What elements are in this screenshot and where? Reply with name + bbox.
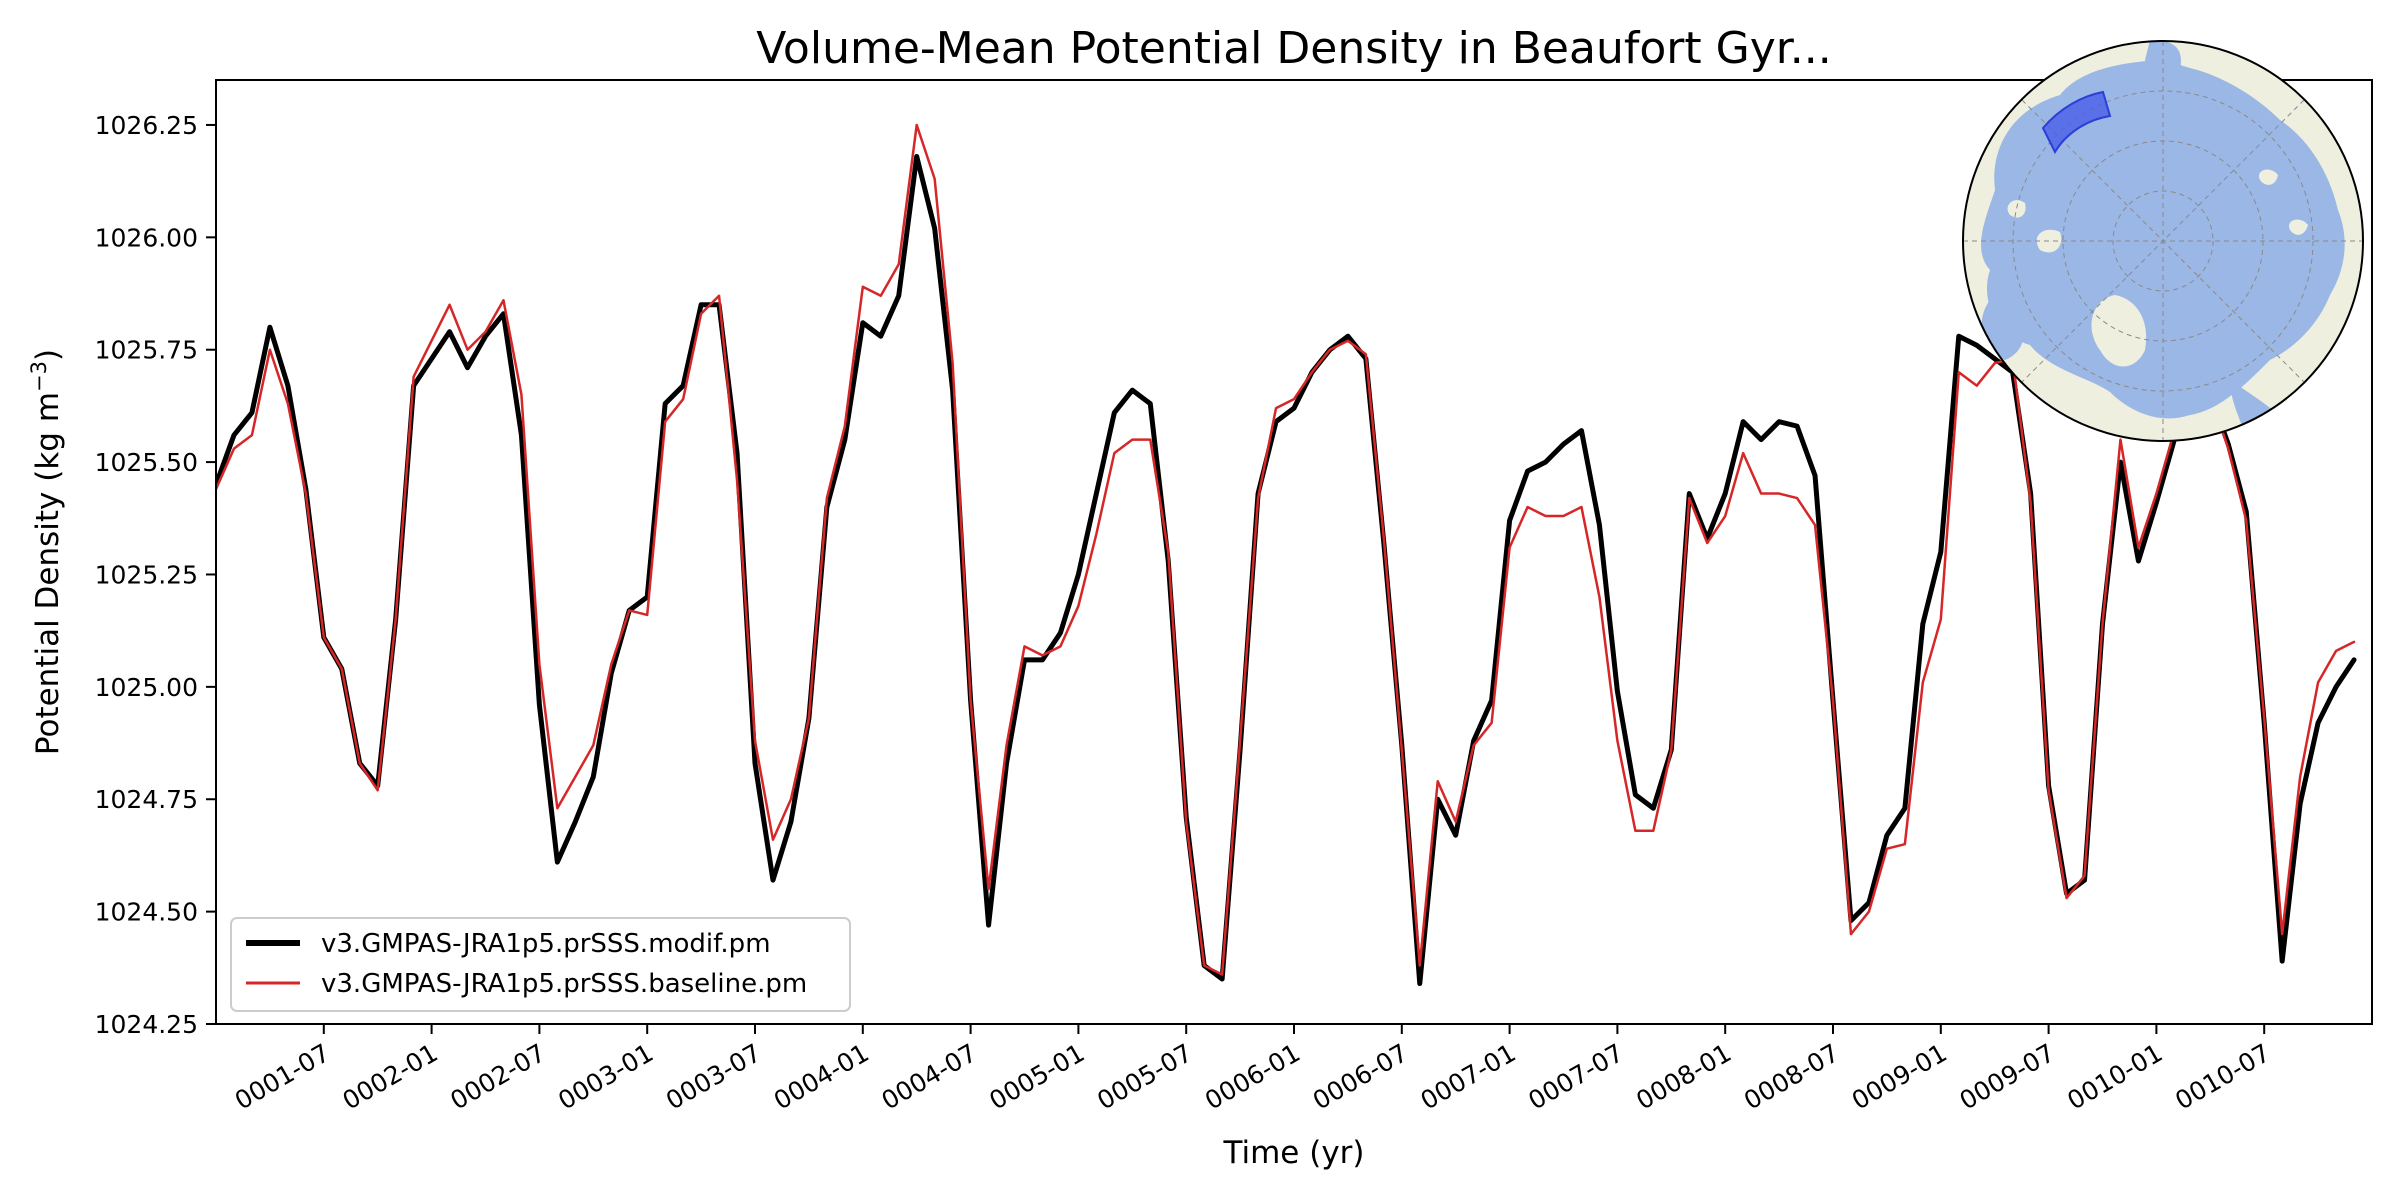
legend-label-baseline: v3.GMPAS-JRA1p5.prSSS.baseline.pm bbox=[321, 969, 807, 999]
y-tick-label: 1024.75 bbox=[95, 785, 198, 814]
series-layer bbox=[216, 123, 2357, 987]
legend: v3.GMPAS-JRA1p5.prSSS.modif.pm v3.GMPAS-… bbox=[230, 917, 851, 1012]
x-tick-label: 0009-01 bbox=[1847, 1038, 1952, 1115]
inset-map-beaufort-gyre-region bbox=[2041, 90, 2112, 155]
y-tick-label: 1026.00 bbox=[95, 223, 198, 252]
x-tick-label: 0002-07 bbox=[445, 1038, 550, 1115]
x-axis-title: Time (yr) bbox=[1223, 1135, 1365, 1171]
x-tick-label: 0010-01 bbox=[2062, 1038, 2167, 1115]
inset-map-border bbox=[1962, 40, 2364, 442]
x-tick-label: 0006-01 bbox=[1200, 1038, 1305, 1115]
x-tick-label: 0005-01 bbox=[984, 1038, 1089, 1115]
x-tick-label: 0004-01 bbox=[769, 1038, 874, 1115]
legend-box bbox=[230, 917, 851, 1012]
x-tick-label: 0008-01 bbox=[1631, 1038, 1736, 1115]
x-tick-label: 0007-07 bbox=[1523, 1038, 1628, 1115]
x-tick-label: 0007-01 bbox=[1416, 1038, 1521, 1115]
x-tick-label: 0005-07 bbox=[1092, 1038, 1197, 1115]
y-axis-title-main: Potential Density (kg m bbox=[30, 392, 66, 755]
y-tick-label: 1024.25 bbox=[95, 1010, 198, 1039]
inset-map-ocean bbox=[1963, 41, 2363, 441]
y-tick-label: 1025.25 bbox=[95, 560, 198, 589]
x-axis: 0001-07 0002-01 0002-07 0003-01 0003-07 0004-… bbox=[230, 1024, 2275, 1115]
plot-frame bbox=[215, 79, 2373, 1025]
y-axis-title-sup: −3 bbox=[27, 361, 51, 392]
y-axis: 1024.25 1024.50 1024.75 1025.00 1025.25 1025.… bbox=[95, 111, 216, 1039]
series-line-baseline bbox=[216, 123, 2356, 976]
y-tick-label: 1025.00 bbox=[95, 673, 198, 702]
y-axis-title-close: ) bbox=[30, 349, 66, 361]
x-tick-label: 0010-07 bbox=[2170, 1038, 2275, 1115]
x-tick-label: 0006-07 bbox=[1308, 1038, 1413, 1115]
x-tick-label: 0009-07 bbox=[1955, 1038, 2060, 1115]
x-tick-label: 0001-07 bbox=[230, 1038, 335, 1115]
x-tick-label: 0008-07 bbox=[1739, 1038, 1844, 1115]
x-tick-label: 0004-07 bbox=[877, 1038, 982, 1115]
inset-map-arctic-islands bbox=[2007, 169, 2308, 253]
y-tick-label: 1025.50 bbox=[95, 448, 198, 477]
inset-map-pacific bbox=[2145, 41, 2181, 76]
y-tick-label: 1024.50 bbox=[95, 898, 198, 927]
chart-title: Volume-Mean Potential Density in Beaufor… bbox=[756, 23, 1832, 74]
legend-label-modif: v3.GMPAS-JRA1p5.prSSS.modif.pm bbox=[321, 929, 771, 959]
y-axis-title: Potential Density (kg m−3) bbox=[27, 349, 66, 755]
inset-map-graticule bbox=[1963, 41, 2363, 441]
x-tick-label: 0002-01 bbox=[338, 1038, 443, 1115]
arctic-polar-inset-map bbox=[1962, 40, 2364, 442]
y-tick-label: 1026.25 bbox=[95, 111, 198, 140]
y-tick-label: 1025.75 bbox=[95, 336, 198, 365]
x-tick-label: 0003-01 bbox=[553, 1038, 658, 1115]
series-line-modif bbox=[216, 153, 2357, 987]
x-tick-label: 0003-07 bbox=[661, 1038, 766, 1115]
